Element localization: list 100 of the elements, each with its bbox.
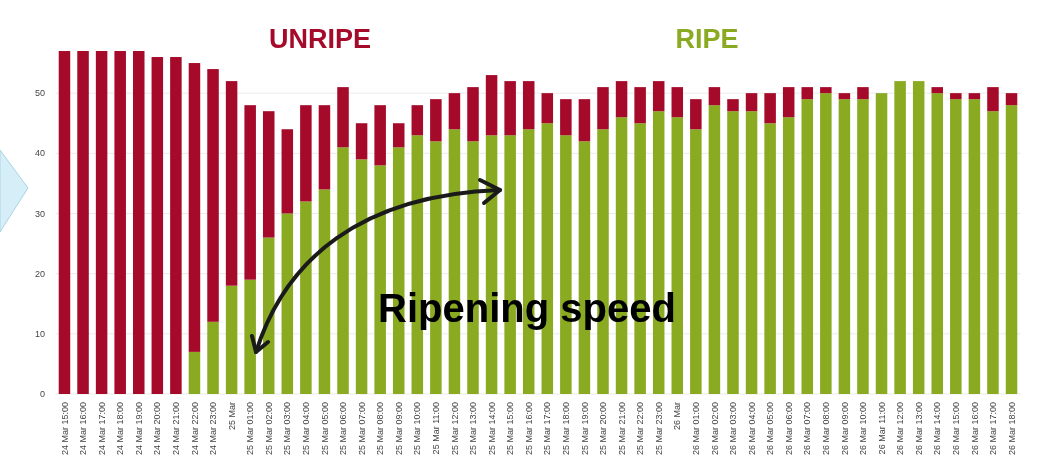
x-tick-label: 26 Mar 13:00 bbox=[913, 402, 924, 456]
x-tick-label: 25 Mar 18:00 bbox=[561, 402, 571, 456]
bar bbox=[225, 81, 238, 286]
x-tick-label: 26 Mar 15:00 bbox=[950, 402, 961, 456]
bar bbox=[355, 159, 368, 394]
x-tick-label: 25 Mar 02:00 bbox=[263, 402, 274, 456]
bar bbox=[950, 93, 962, 100]
x-tick-label: 24 Mar 18:00 bbox=[115, 402, 126, 456]
x-tick-label: 25 Mar 05:00 bbox=[319, 402, 330, 456]
bar bbox=[151, 57, 164, 394]
x-tick-label: 25 Mar 11:00 bbox=[431, 402, 442, 455]
x-tick-label: 25 Mar 12:00 bbox=[449, 402, 460, 456]
x-tick-label: 26 Mar 11:00 bbox=[876, 402, 887, 455]
x-tick-label: 26 Mar 04:00 bbox=[746, 402, 757, 456]
x-tick-label: 24 Mar 23:00 bbox=[208, 402, 219, 456]
bar bbox=[727, 99, 739, 112]
bar bbox=[485, 75, 498, 136]
bar bbox=[875, 93, 888, 394]
x-tick-label: 26 Mar 05:00 bbox=[765, 402, 776, 456]
bar bbox=[114, 51, 126, 394]
bar bbox=[132, 51, 145, 394]
bar bbox=[745, 93, 758, 112]
bar bbox=[652, 81, 665, 112]
x-tick-label: 26 Mar 03:00 bbox=[728, 402, 739, 456]
bar bbox=[838, 99, 851, 394]
bar bbox=[690, 129, 702, 394]
bar bbox=[207, 321, 219, 394]
bar bbox=[597, 87, 609, 130]
x-tick-label: 25 Mar 20:00 bbox=[598, 402, 609, 456]
bar bbox=[448, 93, 461, 130]
x-tick-label: 26 Mar 07:00 bbox=[802, 402, 813, 456]
x-tick-label: 24 Mar 15:00 bbox=[59, 402, 70, 456]
bar bbox=[244, 105, 256, 280]
series-label: UNRIPE bbox=[268, 24, 372, 54]
bar bbox=[931, 93, 944, 394]
x-tick-label: 25 Mar 23:00 bbox=[653, 402, 664, 456]
bar bbox=[857, 99, 869, 394]
bar bbox=[987, 87, 999, 112]
x-tick-label: 25 Mar 04:00 bbox=[301, 402, 312, 456]
bar bbox=[1005, 105, 1018, 394]
y-tick-label: 0 bbox=[39, 389, 45, 400]
x-tick-label: 25 Mar 22:00 bbox=[635, 402, 646, 456]
bar bbox=[727, 111, 739, 394]
bar bbox=[560, 99, 572, 136]
x-tick-label: 24 Mar 16:00 bbox=[78, 402, 89, 456]
bar bbox=[522, 81, 535, 130]
x-tick-label: 25 Mar 17:00 bbox=[542, 402, 553, 456]
bar bbox=[337, 147, 349, 394]
bar bbox=[207, 69, 219, 322]
bar bbox=[430, 99, 442, 142]
x-tick-label: 24 Mar 19:00 bbox=[133, 402, 144, 456]
bar bbox=[300, 201, 312, 394]
bar bbox=[838, 93, 851, 100]
bar bbox=[615, 81, 628, 118]
x-tick-label: 25 Mar 19:00 bbox=[579, 402, 590, 456]
x-tick-label: 26 Mar 02:00 bbox=[709, 402, 720, 456]
bar bbox=[411, 105, 424, 136]
x-tick-label: 26 Mar 01:00 bbox=[690, 402, 701, 456]
x-tick-label: 25 Mar 07:00 bbox=[356, 402, 367, 456]
bar bbox=[281, 129, 294, 214]
bar bbox=[188, 63, 201, 352]
bar bbox=[912, 81, 925, 394]
x-tick-label: 26 Mar 12:00 bbox=[895, 402, 906, 456]
x-tick-label: 25 Mar bbox=[226, 402, 237, 431]
x-tick-label: 25 Mar 03:00 bbox=[282, 402, 293, 456]
bar bbox=[820, 93, 832, 394]
bar bbox=[318, 105, 331, 190]
bar bbox=[281, 213, 294, 394]
x-tick-label: 25 Mar 09:00 bbox=[393, 402, 404, 456]
bar bbox=[764, 123, 776, 394]
bar bbox=[801, 99, 814, 394]
bar bbox=[95, 51, 108, 394]
bar bbox=[894, 81, 906, 394]
bar bbox=[467, 87, 479, 142]
bar bbox=[58, 51, 71, 394]
x-tick-label: 25 Mar 10:00 bbox=[412, 402, 423, 456]
bar bbox=[968, 93, 981, 100]
bar bbox=[188, 351, 201, 394]
x-tick-label: 24 Mar 20:00 bbox=[152, 402, 163, 456]
x-tick-label: 25 Mar 08:00 bbox=[375, 402, 386, 456]
y-tick-label: 50 bbox=[34, 88, 45, 99]
x-tick-label: 26 Mar 14:00 bbox=[932, 402, 943, 456]
x-tick-label: 26 Mar bbox=[672, 402, 683, 431]
bar bbox=[782, 87, 795, 118]
bar bbox=[782, 117, 795, 394]
bar bbox=[820, 87, 832, 94]
bar bbox=[355, 123, 368, 160]
y-tick-label: 20 bbox=[34, 268, 45, 279]
x-tick-label: 26 Mar 06:00 bbox=[783, 402, 794, 456]
bar bbox=[374, 105, 386, 166]
bar bbox=[857, 87, 869, 100]
x-tick-label: 24 Mar 17:00 bbox=[96, 402, 107, 456]
bar bbox=[690, 99, 702, 130]
bar bbox=[745, 111, 758, 394]
x-tick-label: 26 Mar 08:00 bbox=[820, 402, 831, 456]
bar bbox=[504, 81, 516, 136]
bar bbox=[708, 105, 721, 394]
x-tick-label: 25 Mar 14:00 bbox=[486, 402, 497, 456]
bar bbox=[671, 87, 684, 118]
x-tick-label: 25 Mar 13:00 bbox=[468, 402, 479, 456]
